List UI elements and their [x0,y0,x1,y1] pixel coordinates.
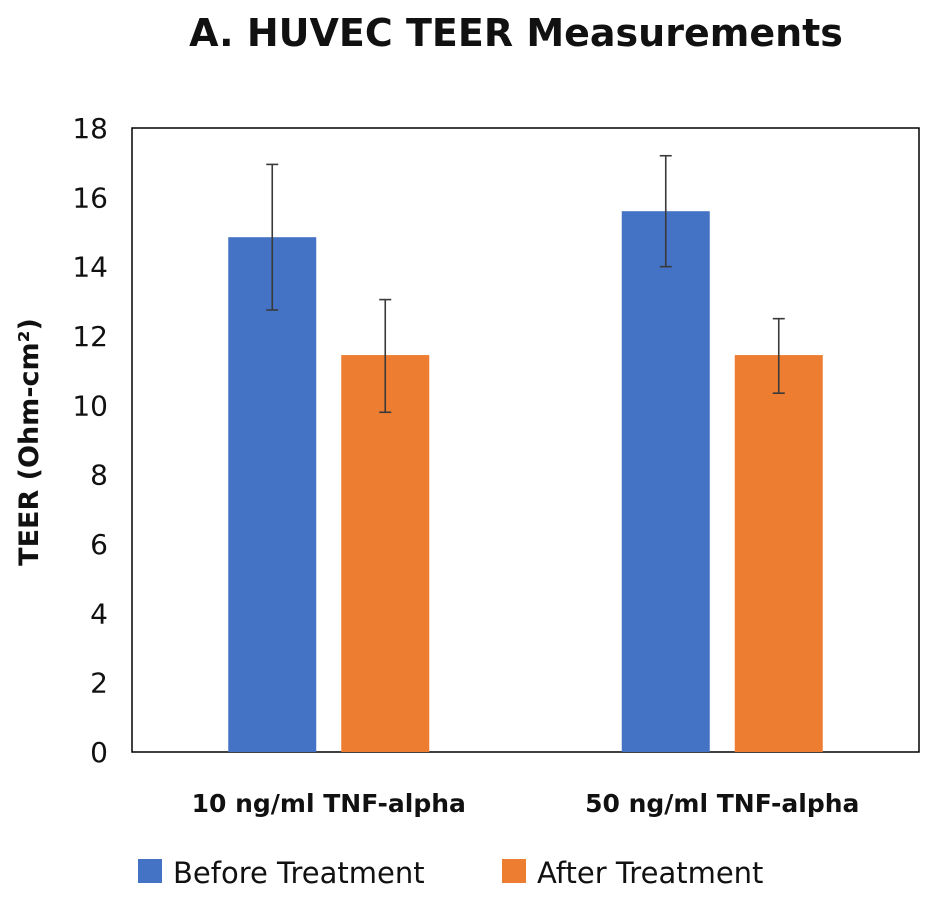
bar [341,355,430,752]
y-tick-label: 18 [72,112,108,145]
error-bars [266,154,785,414]
y-tick-label: 14 [72,251,108,284]
y-tick-label: 2 [90,667,108,700]
legend-item: Before Treatment [138,856,425,890]
y-tick-label: 8 [90,459,108,492]
y-tick-label: 6 [90,528,108,561]
y-tick-label: 12 [72,320,108,353]
bar [734,355,823,752]
error-bar [379,298,392,414]
bar [228,237,317,752]
plot-area [131,127,920,753]
chart-title: A. HUVEC TEER Measurements [189,11,843,55]
error-bar [659,154,672,268]
bars [228,211,823,752]
x-category-label: 10 ng/ml TNF-alpha [192,789,466,818]
y-tick-label: 16 [72,181,108,214]
y-axis-ticks: 0 2 4 6 8 10 12 14 16 18 [72,112,108,769]
legend-item: After Treatment [502,856,763,890]
error-bar [266,163,279,311]
y-tick-label: 10 [72,389,108,422]
y-tick-label: 4 [90,597,108,630]
legend-label: After Treatment [537,856,763,890]
y-axis-label: TEER (Ohm-cm²) [14,318,45,566]
bar [621,211,710,752]
legend-swatch [502,859,526,883]
legend: Before Treatment After Treatment [138,856,763,890]
error-bar [772,317,785,395]
legend-label: Before Treatment [173,856,425,890]
y-tick-label: 0 [90,736,108,769]
legend-swatch [138,859,162,883]
x-category-label: 50 ng/ml TNF-alpha [585,789,859,818]
x-axis-categories: 10 ng/ml TNF-alpha 50 ng/ml TNF-alpha [192,789,860,818]
